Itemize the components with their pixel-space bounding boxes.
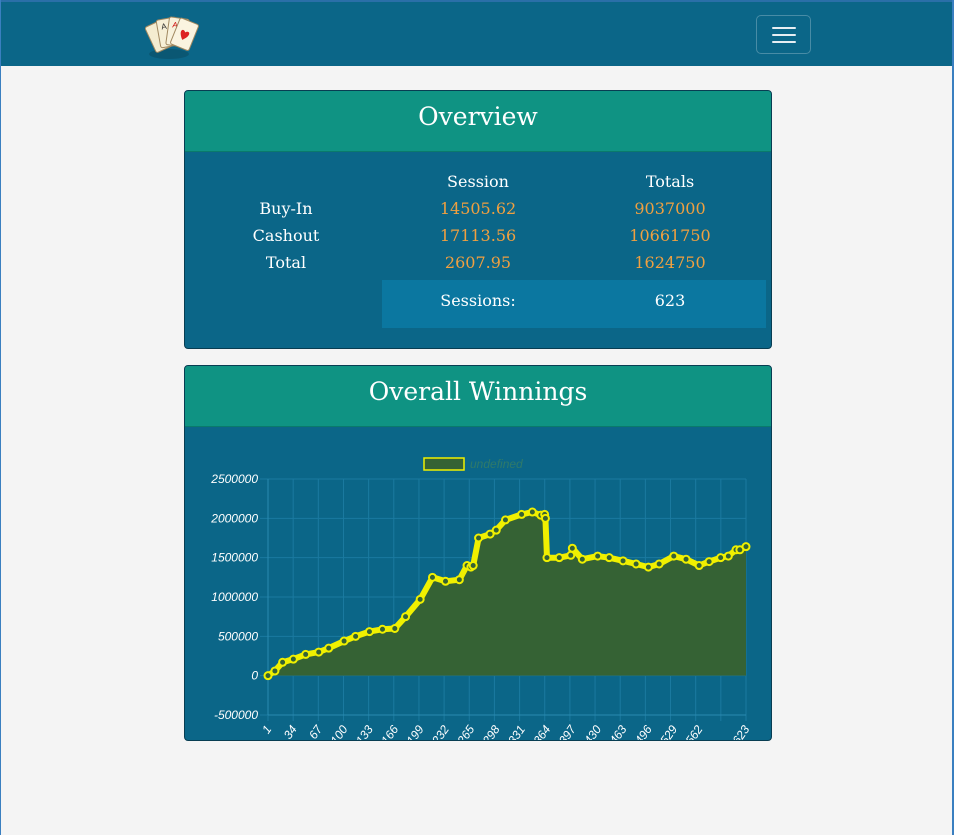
row-label: Cashout: [252, 226, 320, 245]
x-tick-label: 496: [632, 722, 655, 741]
data-point: [270, 666, 280, 676]
x-tick-label: 100: [328, 722, 351, 741]
x-tick-label: 331: [505, 723, 528, 741]
svg-text:A: A: [172, 20, 179, 30]
menu-toggle-button[interactable]: [756, 15, 811, 54]
x-tick-label: 133: [353, 722, 376, 741]
col-header-totals: Totals: [645, 172, 695, 191]
y-tick-label: 2000000: [210, 511, 258, 525]
data-point: [618, 556, 628, 566]
x-tick-label: 397: [556, 722, 580, 741]
data-point: [567, 543, 577, 553]
data-point: [517, 509, 527, 519]
data-point: [314, 647, 324, 657]
data-point: [351, 631, 361, 641]
data-point: [604, 553, 614, 563]
y-tick-label: 1500000: [211, 551, 258, 565]
row-label: Total: [265, 253, 307, 272]
data-point: [263, 671, 273, 681]
sessions-label: Sessions:: [440, 291, 516, 310]
sessions-value: 623: [654, 291, 686, 310]
data-point: [593, 551, 603, 561]
data-point: [500, 515, 510, 525]
data-point: [491, 525, 501, 535]
total-session-value: 2607.95: [444, 253, 512, 272]
x-tick-label: 67: [306, 722, 326, 741]
winnings-card: Overall Winnings 2500000 2000000 1500000 10…: [184, 365, 772, 741]
data-point: [485, 529, 495, 539]
total-totals-value: 1624750: [634, 253, 706, 272]
x-tick-label: 265: [454, 722, 478, 741]
col-header-session: Session: [447, 172, 509, 191]
cashout-session-value: 17113.56: [439, 226, 517, 245]
data-point: [474, 533, 484, 543]
y-tick-label: 500000: [218, 629, 258, 643]
overview-title: Overview: [185, 91, 771, 152]
data-point: [468, 561, 478, 571]
x-tick-label: 34: [281, 722, 300, 741]
x-tick-label: 562: [683, 722, 706, 741]
data-point: [415, 594, 425, 604]
series-area: [268, 512, 746, 676]
data-point: [301, 649, 311, 659]
winnings-title: Overall Winnings: [185, 366, 771, 427]
row-label: Buy-In: [259, 199, 313, 218]
x-tick-label: 232: [428, 722, 452, 741]
x-tick-label: 199: [404, 722, 427, 741]
data-point: [566, 550, 576, 560]
navbar: A A: [1, 0, 952, 66]
data-point: [339, 636, 349, 646]
y-tick-label: 2500000: [210, 472, 258, 486]
buyin-totals-value: 9037000: [634, 199, 706, 218]
data-point: [390, 623, 400, 633]
legend-label: undefined: [470, 457, 523, 471]
winnings-chart: 2500000 2000000 1500000 1000000 500000 0 -5000…: [210, 457, 752, 741]
data-point: [288, 654, 298, 664]
y-tick-label: -500000: [214, 708, 258, 722]
x-tick-label: 364: [530, 722, 553, 741]
x-tick-label: 463: [607, 722, 630, 741]
hamburger-icon: [772, 27, 796, 29]
x-tick-label: 166: [378, 722, 401, 741]
data-point: [427, 572, 437, 582]
y-tick-label: 0: [251, 669, 258, 683]
data-point: [554, 553, 564, 563]
data-point: [527, 507, 537, 517]
data-point: [654, 559, 664, 569]
data-point: [441, 576, 451, 586]
y-tick-label: 1000000: [211, 590, 258, 604]
legend-swatch: [423, 457, 465, 471]
data-point: [278, 657, 288, 667]
data-point: [454, 575, 464, 585]
x-tick-label: 623: [729, 722, 752, 741]
data-point: [681, 554, 691, 564]
data-point: [401, 612, 411, 622]
x-tick-label: 298: [479, 722, 503, 741]
data-point: [643, 562, 653, 572]
data-point: [542, 553, 552, 563]
data-point: [741, 542, 751, 552]
data-point: [540, 513, 550, 523]
x-tick-label: 430: [581, 722, 604, 741]
playing-cards-icon[interactable]: A A: [145, 10, 199, 60]
sessions-row: [382, 280, 766, 328]
data-point: [669, 551, 679, 561]
data-point: [704, 557, 714, 567]
overview-card: Overview Session Totals Buy-In 14505.62 …: [184, 90, 772, 349]
data-point: [378, 624, 388, 634]
cashout-totals-value: 10661750: [629, 226, 711, 245]
data-point: [716, 553, 726, 563]
data-point: [577, 554, 587, 564]
x-tick-label: 1: [259, 723, 274, 737]
data-point: [364, 627, 374, 637]
svg-text:A: A: [161, 22, 168, 32]
data-point: [324, 643, 334, 653]
overview-table: Session Totals Buy-In 14505.62 9037000 C…: [185, 152, 771, 348]
data-point: [723, 551, 733, 561]
x-tick-label: 529: [657, 722, 680, 741]
data-point: [694, 561, 704, 571]
data-point: [631, 559, 641, 569]
buyin-session-value: 14505.62: [439, 199, 517, 218]
